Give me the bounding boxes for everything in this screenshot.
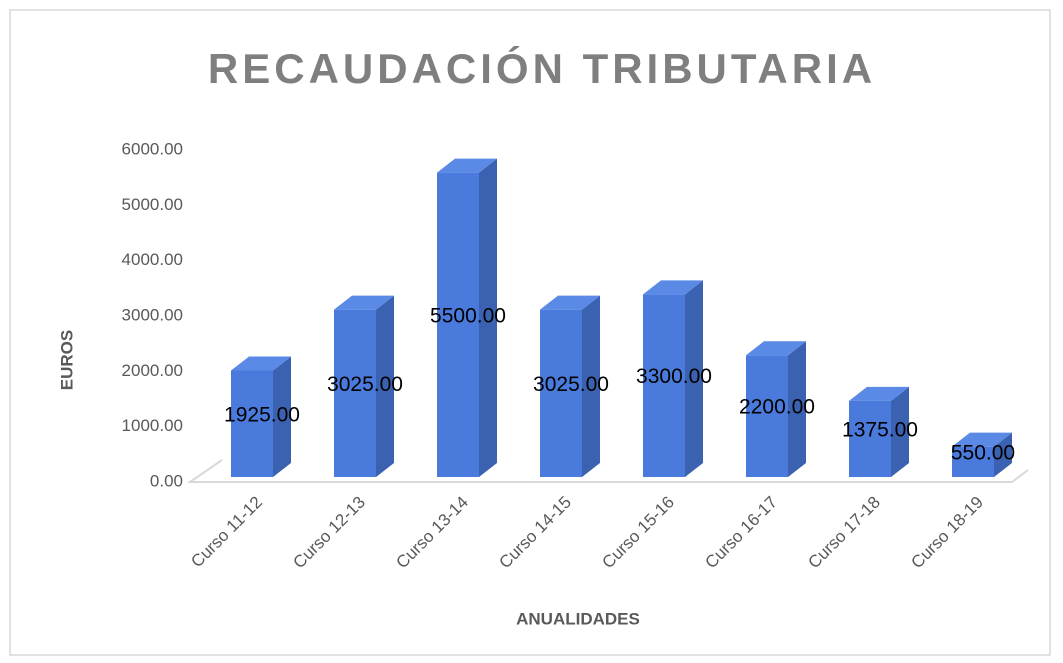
value-label: 2200.00 — [739, 396, 815, 419]
value-label: 5500.00 — [430, 304, 506, 327]
bar-front — [437, 172, 479, 477]
bar — [849, 386, 909, 477]
bar-front — [746, 355, 788, 477]
bar — [334, 295, 394, 477]
bar — [952, 432, 1012, 477]
bar-front — [540, 309, 582, 477]
bar-top — [849, 386, 909, 401]
bar-side — [376, 295, 394, 477]
bar-top — [540, 295, 600, 310]
bar-front — [334, 309, 376, 477]
value-label: 550.00 — [951, 441, 1015, 464]
y-tick-label: 2000.00 — [122, 361, 183, 380]
y-axis-title: EUROS — [57, 330, 76, 390]
y-tick-label: 3000.00 — [122, 305, 183, 324]
value-label: 3025.00 — [533, 373, 609, 396]
value-label: 3300.00 — [636, 365, 712, 388]
bar-front — [952, 446, 994, 477]
bar-front — [643, 294, 685, 477]
bar-top — [746, 341, 806, 356]
bar-top — [231, 356, 291, 371]
value-label: 1375.00 — [842, 419, 918, 442]
y-tick-label: 4000.00 — [122, 250, 183, 269]
y-tick-label: 0.00 — [150, 471, 183, 490]
bar-side — [788, 341, 806, 477]
bar — [746, 341, 806, 477]
floor — [186, 459, 1029, 483]
bar-top — [334, 295, 394, 310]
bar-side — [685, 280, 703, 477]
y-tick-label: 1000.00 — [122, 416, 183, 435]
x-axis-title: ANUALIDADES — [516, 609, 640, 628]
y-tick-label: 6000.00 — [122, 139, 183, 158]
chart-title: RECAUDACIÓN TRIBUTARIA — [208, 44, 876, 92]
bar-front — [849, 400, 891, 477]
bar-side — [582, 295, 600, 477]
bar-side — [273, 356, 291, 477]
bar-front — [231, 370, 273, 477]
bar-top — [643, 280, 703, 295]
bar-side — [994, 432, 1012, 477]
value-label: 3025.00 — [327, 373, 403, 396]
bar — [540, 295, 600, 477]
bar — [643, 280, 703, 477]
bar-side — [891, 386, 909, 477]
bar — [437, 158, 497, 477]
y-tick-label: 5000.00 — [122, 195, 183, 214]
bar — [231, 356, 291, 477]
bar-top — [952, 432, 1012, 447]
chart-border — [9, 9, 1051, 656]
value-label: 1925.00 — [224, 403, 300, 426]
bar-top — [437, 158, 497, 173]
bar-side — [479, 158, 497, 477]
